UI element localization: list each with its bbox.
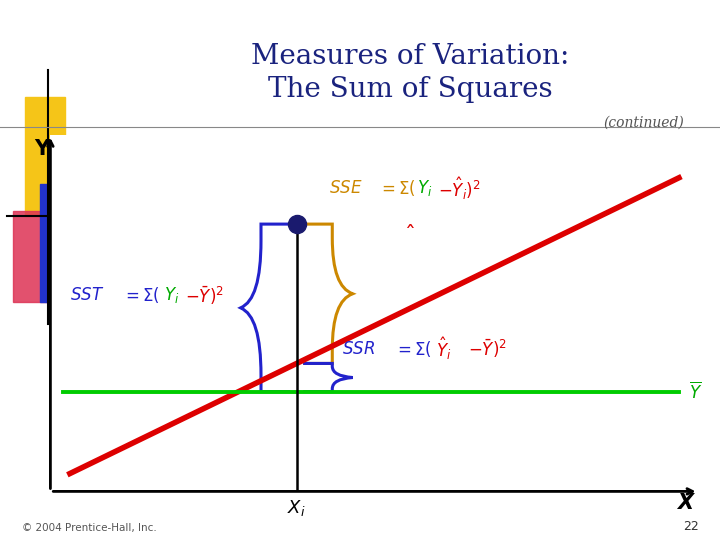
Text: $\hat{}$: $\hat{}$ xyxy=(405,214,415,234)
Text: $Y_i$: $Y_i$ xyxy=(164,285,179,306)
Text: $- \bar{Y})^2$: $- \bar{Y})^2$ xyxy=(185,284,224,307)
Text: $= \Sigma($: $= \Sigma($ xyxy=(122,285,160,306)
Text: 22: 22 xyxy=(683,520,698,533)
Text: © 2004 Prentice-Hall, Inc.: © 2004 Prentice-Hall, Inc. xyxy=(22,523,156,533)
Text: $\hat{Y}_i$: $\hat{Y}_i$ xyxy=(436,335,451,362)
Bar xyxy=(40,184,86,302)
Text: $=\Sigma($: $=\Sigma($ xyxy=(377,178,415,199)
Text: $X_i$: $X_i$ xyxy=(287,498,306,518)
Text: The Sum of Squares: The Sum of Squares xyxy=(268,76,553,103)
Text: $SSE$: $SSE$ xyxy=(329,179,363,198)
Text: $- \hat{Y}_i)^2$: $- \hat{Y}_i)^2$ xyxy=(438,175,481,202)
Text: Y: Y xyxy=(35,139,50,159)
Text: $- \bar{Y})^2$: $- \bar{Y})^2$ xyxy=(469,338,508,360)
Text: $SSR$: $SSR$ xyxy=(342,340,375,358)
Text: $SST$: $SST$ xyxy=(70,286,104,305)
Bar xyxy=(13,211,48,302)
Text: $= \Sigma($: $= \Sigma($ xyxy=(394,339,432,359)
Text: Measures of Variation:: Measures of Variation: xyxy=(251,43,570,70)
Text: $\overline{Y}$: $\overline{Y}$ xyxy=(688,381,702,402)
Bar xyxy=(25,97,65,216)
Text: $Y_i$: $Y_i$ xyxy=(416,178,432,199)
Text: (continued): (continued) xyxy=(603,116,684,130)
Text: X: X xyxy=(678,493,693,513)
